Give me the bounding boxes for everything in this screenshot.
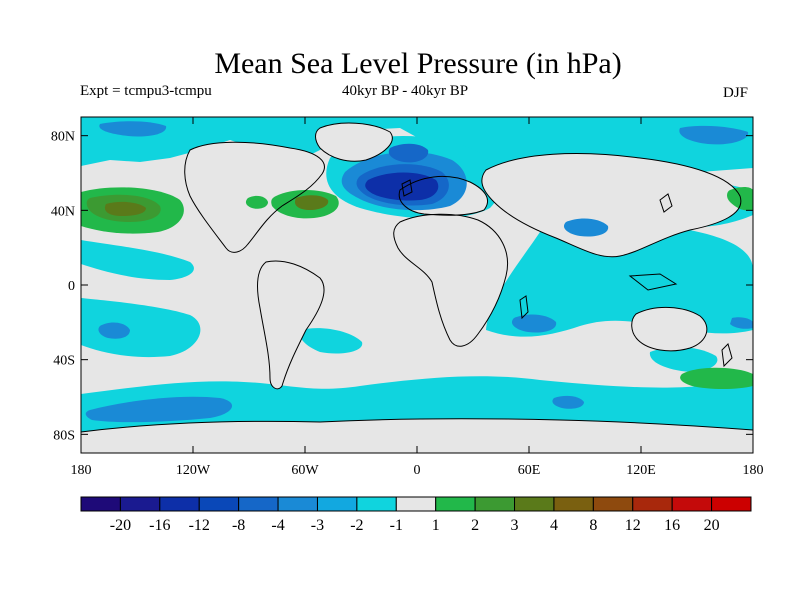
lon-label: 60E bbox=[518, 463, 541, 478]
colorbar-swatch bbox=[395, 496, 437, 512]
lon-label: 120W bbox=[176, 463, 211, 478]
colorbar-label: -16 bbox=[149, 517, 170, 534]
madagascar-coast bbox=[519, 295, 529, 320]
experiment-label: Expt = tcmpu3-tcmpu bbox=[80, 83, 212, 99]
colorbar-swatch bbox=[435, 496, 476, 512]
australia-coast bbox=[631, 306, 708, 352]
colorbar-swatch bbox=[80, 496, 121, 512]
colorbar-swatch bbox=[474, 496, 516, 512]
indonesia-coast bbox=[628, 273, 678, 291]
south-pacific-cyan-region bbox=[81, 298, 201, 358]
colorbar-swatch bbox=[316, 496, 358, 512]
arctic-blue-patch-west bbox=[99, 121, 167, 137]
colorbar-swatch bbox=[553, 496, 594, 512]
colorbar-swatch bbox=[592, 496, 634, 512]
colorbar-swatch bbox=[159, 496, 200, 512]
asia-land bbox=[481, 153, 741, 257]
southern-ocean-blue-east bbox=[552, 395, 584, 409]
southern-ocean-blue-west bbox=[85, 396, 233, 423]
japan-coast bbox=[659, 193, 673, 213]
british-isles-coast bbox=[401, 179, 413, 197]
colorbar-label: -4 bbox=[271, 517, 284, 534]
indian-ocean-blue bbox=[511, 314, 557, 333]
colorbar-swatch bbox=[632, 496, 673, 512]
lat-label: 80N bbox=[51, 130, 75, 145]
labrador-green bbox=[245, 195, 268, 209]
south-pacific-blue bbox=[98, 322, 130, 339]
barents-low bbox=[388, 143, 429, 163]
season-label: DJF bbox=[723, 85, 749, 101]
antarctica-coast bbox=[80, 418, 754, 433]
colorbar-label: 3 bbox=[511, 517, 519, 534]
coastlines bbox=[80, 122, 754, 433]
lon-label: 180 bbox=[71, 463, 92, 478]
lat-label: 40S bbox=[53, 354, 75, 369]
colorbar-label: 8 bbox=[589, 517, 597, 534]
colorbar-swatch bbox=[119, 496, 161, 512]
colorbar-swatch bbox=[356, 496, 397, 512]
colorbar-swatch bbox=[671, 496, 713, 512]
australia-land bbox=[631, 307, 707, 351]
colorbar-label: 4 bbox=[550, 517, 558, 534]
colorbar-label: 12 bbox=[625, 517, 641, 534]
south-america-land bbox=[257, 260, 325, 389]
africa-land bbox=[393, 214, 508, 347]
colorbar-label: -12 bbox=[189, 517, 210, 534]
antarctica-land bbox=[81, 418, 753, 453]
tasman-blue bbox=[730, 317, 753, 329]
south-atlantic-cyan-region bbox=[299, 328, 363, 354]
south-america-coast bbox=[257, 260, 325, 390]
colorbar-label: 2 bbox=[471, 517, 479, 534]
colorbar-swatch bbox=[514, 496, 555, 512]
colorbar-label: 16 bbox=[664, 517, 680, 534]
arctic-blue-patch-east bbox=[679, 125, 749, 145]
asia-coast bbox=[481, 153, 742, 258]
lon-label: 60W bbox=[291, 463, 319, 478]
north-east-pacific-green bbox=[727, 187, 753, 211]
arabian-sea-blue bbox=[563, 218, 609, 237]
colorbar: -20 -16 -12 -8 -4 -3 -2 -1 1 2 3 4 8 12 16 20 bbox=[80, 496, 752, 534]
lat-label: 80S bbox=[53, 428, 75, 443]
north-america-coast bbox=[184, 141, 325, 253]
lon-label: 180 bbox=[743, 463, 764, 478]
colorbar-swatch bbox=[238, 496, 279, 512]
colorbar-swatch bbox=[198, 496, 240, 512]
axis-ticks: 80N 40N 0 40S 80S 180 120W 60W 0 60E 120E 180 bbox=[51, 117, 764, 478]
green-anomaly-regions bbox=[81, 187, 753, 389]
lat-label: 40N bbox=[51, 204, 75, 219]
colorbar-label: -20 bbox=[110, 517, 131, 534]
indian-ocean-cyan-region bbox=[486, 214, 753, 337]
colorbar-label: 1 bbox=[432, 517, 440, 534]
australia-cyan-region bbox=[649, 347, 718, 372]
greenland-land bbox=[315, 123, 393, 162]
africa-coast bbox=[393, 213, 508, 347]
map-area: 80N 40N 0 40S 80S 180 120W 60W 0 60E 120E 180 bbox=[51, 116, 764, 478]
gulf-stream-high-core bbox=[294, 195, 329, 210]
north-pacific-high-core bbox=[104, 201, 146, 216]
colorbar-label: -2 bbox=[350, 517, 363, 534]
greenland-coast bbox=[315, 122, 393, 162]
colorbar-label: -3 bbox=[311, 517, 324, 534]
period-label: 40kyr BP - 40kyr BP bbox=[342, 83, 469, 99]
colorbar-swatch bbox=[711, 496, 752, 512]
colorbar-label: 20 bbox=[704, 517, 720, 534]
east-pacific-cyan-region bbox=[81, 240, 194, 280]
south-east-pacific-green bbox=[680, 367, 753, 389]
lon-label: 0 bbox=[414, 463, 421, 478]
lat-label: 0 bbox=[68, 279, 75, 294]
colorbar-swatch bbox=[277, 496, 318, 512]
blue-anomaly-regions bbox=[85, 121, 753, 423]
page-title: Mean Sea Level Pressure (in hPa) bbox=[214, 47, 622, 80]
colorbar-label: -1 bbox=[390, 517, 403, 534]
europe-coast bbox=[398, 176, 488, 216]
colorbar-label: -8 bbox=[232, 517, 245, 534]
new-zealand-coast bbox=[721, 343, 733, 368]
lon-label: 120E bbox=[626, 463, 656, 478]
